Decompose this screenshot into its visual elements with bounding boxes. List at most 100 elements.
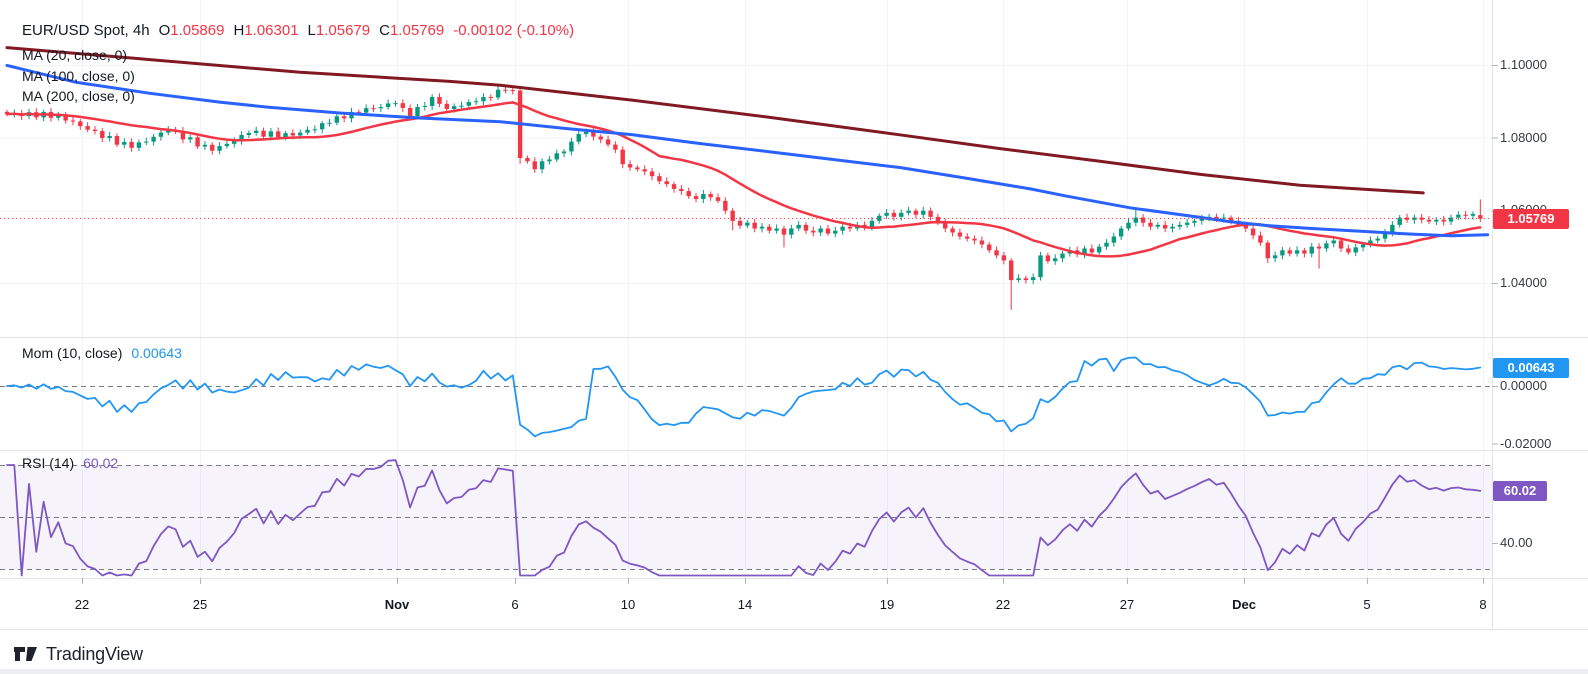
candle-body <box>569 141 574 152</box>
ma100-label[interactable]: MA (100, close, 0) <box>22 68 135 84</box>
candle-body <box>913 210 919 215</box>
candle-body <box>950 228 955 233</box>
candle-body <box>994 250 999 256</box>
candle-body <box>1221 217 1226 219</box>
candle-body <box>407 107 413 117</box>
price-axis-label: 1.08000 <box>1500 129 1547 145</box>
candle-body <box>1016 278 1021 281</box>
candle-body <box>1199 218 1204 221</box>
candle-body <box>957 232 963 237</box>
tradingview-logo[interactable]: TradingView <box>14 642 143 666</box>
candle-body <box>1338 240 1344 249</box>
candle-body <box>1192 220 1197 223</box>
candle-body <box>1096 246 1102 253</box>
candle-body <box>283 133 288 138</box>
candle-body <box>246 132 252 135</box>
candle-body <box>224 143 230 147</box>
candle-body <box>745 222 750 226</box>
candle-body <box>371 108 376 110</box>
candle-body <box>276 131 281 138</box>
candle-body <box>627 164 633 168</box>
candle-body <box>679 188 684 192</box>
candle-body <box>921 210 926 215</box>
candle-body <box>547 159 552 162</box>
price-scale-area[interactable] <box>1492 0 1588 578</box>
candle-body <box>671 184 677 189</box>
candle-body <box>334 116 340 123</box>
candle-body <box>459 105 464 107</box>
candle-body <box>532 161 537 170</box>
candle-body <box>495 89 501 98</box>
candle-body <box>195 137 200 147</box>
candle-body <box>1287 250 1292 254</box>
candle-body <box>965 236 970 239</box>
time-axis-label: Nov <box>384 597 410 612</box>
candle-body <box>312 129 318 131</box>
candlestick-series[interactable] <box>4 85 1483 310</box>
candle-body <box>781 228 787 235</box>
candle-body <box>583 131 589 135</box>
candle-body <box>693 196 699 200</box>
candle-body <box>473 101 479 103</box>
candle-body <box>1397 217 1402 225</box>
ohlc-high: H1.06301 <box>233 22 299 39</box>
candle-body <box>166 129 171 133</box>
candle-body <box>510 90 515 92</box>
momentum-pane-label[interactable]: Mom (10, close) 0.00643 <box>22 345 182 361</box>
candle-body <box>385 103 391 108</box>
candle-body <box>1148 222 1153 227</box>
candle-body <box>1309 246 1314 254</box>
candle-body <box>466 102 471 106</box>
candle-body <box>1155 224 1161 227</box>
ma20-label[interactable]: MA (20, close, 0) <box>22 47 128 63</box>
time-axis-label: 27 <box>1119 597 1135 612</box>
candle-body <box>188 137 193 140</box>
time-axis-label: 25 <box>192 597 208 612</box>
candle-body <box>884 212 889 216</box>
bottom-divider <box>0 669 1588 674</box>
candle-body <box>1228 217 1234 221</box>
candle-body <box>657 176 662 182</box>
candle-body <box>649 171 655 177</box>
ma20-line <box>5 101 1482 258</box>
candle-body <box>261 130 266 137</box>
ohlc-open: O1.05869 <box>158 22 225 39</box>
candle-body <box>202 144 208 147</box>
candle-body <box>1478 215 1483 219</box>
candle-body <box>1023 278 1029 281</box>
symbol-title[interactable]: EUR/USD Spot, 4h <box>22 22 150 39</box>
candle-body <box>1346 248 1351 253</box>
candle-body <box>180 130 186 140</box>
time-axis-label: 10 <box>620 597 636 612</box>
rsi-pane-label[interactable]: RSI (14) 60.02 <box>22 455 118 471</box>
candle-body <box>635 167 640 170</box>
rsi-axis-label: 40.00 <box>1500 535 1533 550</box>
ma200-label[interactable]: MA (200, close, 0) <box>22 88 135 104</box>
candle-body <box>979 240 985 245</box>
candle-body <box>1104 242 1109 247</box>
candle-body <box>701 193 706 200</box>
candle-body <box>1272 255 1278 259</box>
candle-body <box>1463 214 1468 216</box>
candle-body <box>862 224 867 227</box>
candle-body <box>906 210 911 213</box>
candle-body <box>1302 250 1307 254</box>
candle-body <box>444 103 449 109</box>
candle-body <box>239 134 244 141</box>
candle-body <box>715 197 721 201</box>
candle-body <box>56 115 61 118</box>
candle-body <box>1404 217 1410 220</box>
rsi-label-value: 60.02 <box>83 455 119 471</box>
time-axis-label: 14 <box>737 597 753 612</box>
candle-body <box>415 106 420 117</box>
tradingview-logo-text: TradingView <box>46 643 143 664</box>
time-scale-area[interactable] <box>0 579 1492 628</box>
candle-body <box>796 224 801 229</box>
candle-body <box>158 132 164 137</box>
candle-body <box>85 126 90 130</box>
candle-body <box>341 116 347 119</box>
candle-body <box>210 144 215 151</box>
candle-body <box>327 122 332 124</box>
time-axis-label: 8 <box>1479 597 1487 612</box>
